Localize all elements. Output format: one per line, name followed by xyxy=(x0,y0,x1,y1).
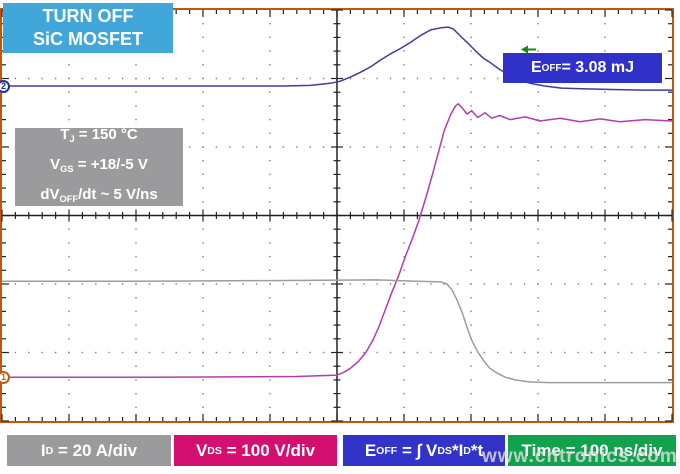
channel-marker-2: 2 xyxy=(0,80,10,94)
trace-id xyxy=(1,279,673,384)
title-line-2: SiC MOSFET xyxy=(32,29,143,49)
channel-marker-2-label: 2 xyxy=(0,81,6,92)
condition-vgs: VGS = +18/-5 V xyxy=(50,156,148,174)
condition-dvdt: dVOFF/dt ~ 5 V/ns xyxy=(40,185,158,204)
legend-vds-scale: V DS = 100 V/div xyxy=(174,435,337,466)
trace-eoff xyxy=(1,26,673,91)
watermark: www.cntronics.com xyxy=(482,446,678,467)
channel-marker-1: 1 xyxy=(0,370,10,384)
title-box: TURN OFF SiC MOSFET xyxy=(3,3,173,53)
trigger-arrow-icon xyxy=(521,41,537,59)
trace-vds xyxy=(1,103,673,378)
channel-marker-1-label: 1 xyxy=(0,371,6,382)
title-line-1: TURN OFF xyxy=(42,6,134,26)
condition-tj: TJ = 150 °C xyxy=(60,126,138,145)
legend-time-scale: Time = 100 ns/div xyxy=(508,435,676,466)
scope-graticule-frame xyxy=(0,8,674,423)
test-conditions-box: TJ = 150 °C VGS = +18/-5 V dVOFF/dt ~ 5 … xyxy=(15,126,183,206)
legend-eoff-formula: E OFF = ∫ V DS *I D *t xyxy=(343,435,505,466)
eoff-value-badge: E OFF = 3.08 mJ xyxy=(503,53,662,83)
